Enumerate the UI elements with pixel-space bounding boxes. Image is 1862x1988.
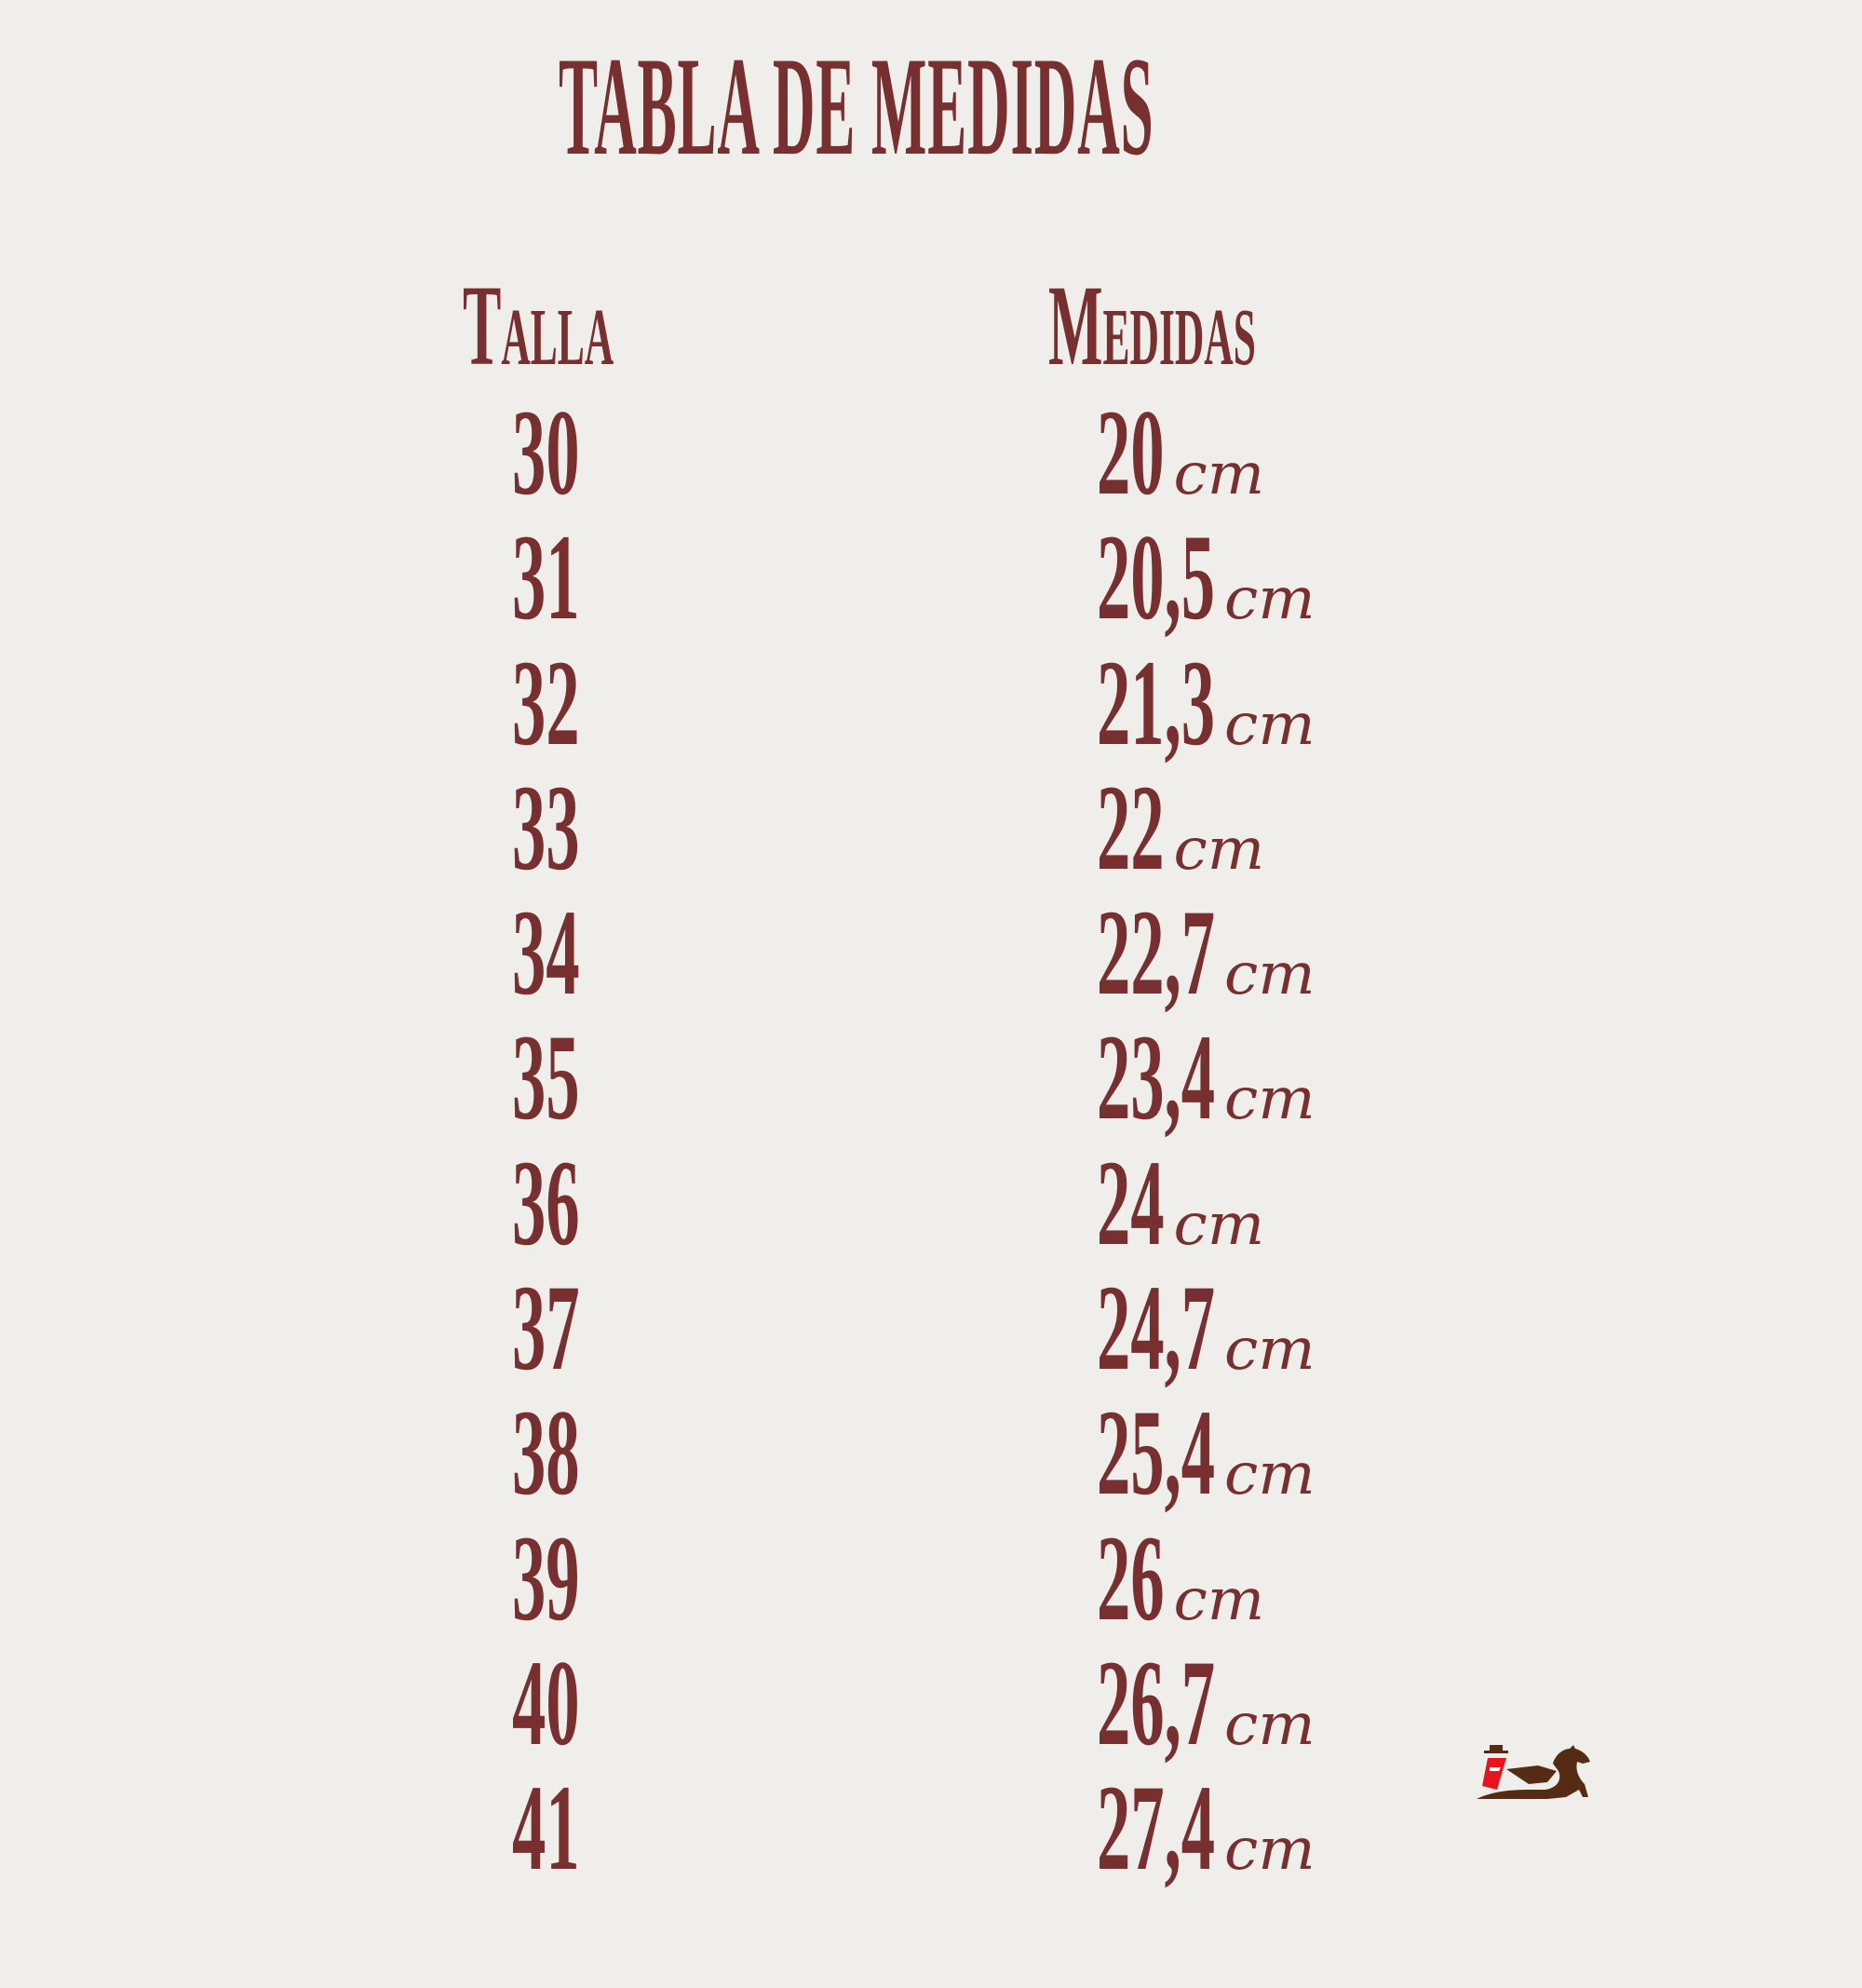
size-value: 39 [512,1508,580,1646]
measure-number: 21,3 [1097,633,1216,771]
table-row: 37 24,7 cm [0,1266,1862,1391]
size-value: 33 [512,758,580,896]
size-value: 34 [512,884,580,1021]
measure-value: 26 cm [1097,1516,1264,1640]
size-value: 35 [512,1008,580,1146]
size-table: 30 20 cm 31 20,5 cm 32 21,3 cm 33 22 cm 34 22,7 cm 35 23… [0,391,1862,1892]
unit-label: cm [1173,440,1265,507]
measure-value: 27,4 cm [1097,1766,1316,1889]
measure-number: 27,4 [1097,1759,1216,1897]
measure-value: 20,5 cm [1097,516,1316,639]
measure-number: 25,4 [1097,1384,1216,1521]
measure-number: 22,7 [1097,884,1216,1021]
measure-number: 24 [1097,1133,1165,1271]
table-row: 39 26 cm [0,1508,1862,1646]
size-value: 31 [512,508,580,646]
table-row: 32 21,3 cm [0,633,1862,771]
unit-label: cm [1223,1440,1316,1508]
size-value: 32 [512,633,580,771]
size-value: 41 [512,1759,580,1897]
horse-rider-logo-icon [1477,1745,1590,1799]
measure-number: 20 [1097,384,1165,521]
unit-label: cm [1173,1189,1265,1258]
table-row: 40 26,7 cm [0,1633,1862,1771]
table-row: 36 24 cm [0,1133,1862,1271]
unit-label: cm [1173,1564,1265,1633]
measure-value: 25,4 cm [1097,1391,1316,1514]
unit-label: cm [1223,564,1316,633]
measure-number: 23,4 [1097,1008,1216,1146]
unit-label: cm [1223,1064,1316,1133]
table-row: 31 20,5 cm [0,516,1862,641]
table-row: 38 25,4 cm [0,1391,1862,1516]
table-row: 34 22,7 cm [0,891,1862,1016]
size-value: 38 [512,1384,580,1521]
size-value: 40 [512,1633,580,1771]
measure-value: 23,4 cm [1097,1016,1316,1139]
size-value: 30 [512,384,580,521]
measure-value: 21,3 cm [1097,641,1316,764]
unit-label: cm [1223,1689,1316,1758]
unit-label: cm [1223,1815,1316,1884]
table-row: 41 27,4 cm [0,1766,1862,1891]
measure-number: 20,5 [1097,508,1216,646]
measure-value: 20 cm [1097,391,1264,514]
measure-number: 24,7 [1097,1259,1216,1397]
measure-number: 26 [1097,1508,1165,1646]
unit-label: cm [1173,814,1265,883]
table-row: 35 23,4 cm [0,1016,1862,1141]
column-header-size: Talla [463,262,614,389]
unit-label: cm [1223,689,1316,758]
measure-value: 22 cm [1097,765,1264,889]
measure-value: 26,7 cm [1097,1641,1316,1765]
size-value: 36 [512,1133,580,1271]
size-value: 37 [512,1259,580,1397]
measure-number: 26,7 [1097,1633,1216,1771]
measure-number: 22 [1097,758,1165,896]
page-title: TABLA DE MEDIDAS [559,28,1154,184]
unit-label: cm [1223,940,1316,1008]
unit-label: cm [1223,1315,1316,1384]
measure-value: 24,7 cm [1097,1266,1316,1389]
table-row: 30 20 cm [0,391,1862,516]
measure-value: 24 cm [1097,1141,1264,1264]
measure-value: 22,7 cm [1097,891,1316,1014]
table-row: 33 22 cm [0,758,1862,896]
column-header-measure: Medidas [1048,262,1256,389]
